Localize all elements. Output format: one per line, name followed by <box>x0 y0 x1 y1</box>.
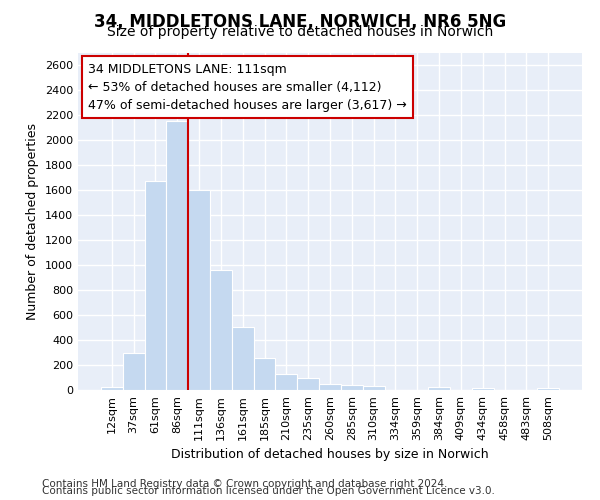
Text: Contains public sector information licensed under the Open Government Licence v3: Contains public sector information licen… <box>42 486 495 496</box>
Bar <box>232 327 254 390</box>
Bar <box>297 378 319 390</box>
Text: 34 MIDDLETONS LANE: 111sqm
← 53% of detached houses are smaller (4,112)
47% of s: 34 MIDDLETONS LANE: 111sqm ← 53% of deta… <box>88 62 407 112</box>
Bar <box>341 385 363 390</box>
Bar <box>275 374 297 390</box>
Bar <box>101 387 123 390</box>
Text: Contains HM Land Registry data © Crown copyright and database right 2024.: Contains HM Land Registry data © Crown c… <box>42 479 448 489</box>
Bar <box>319 384 341 390</box>
Bar <box>472 388 494 390</box>
Bar <box>254 358 275 390</box>
Text: 34, MIDDLETONS LANE, NORWICH, NR6 5NG: 34, MIDDLETONS LANE, NORWICH, NR6 5NG <box>94 12 506 30</box>
X-axis label: Distribution of detached houses by size in Norwich: Distribution of detached houses by size … <box>171 448 489 461</box>
Text: Size of property relative to detached houses in Norwich: Size of property relative to detached ho… <box>107 25 493 39</box>
Y-axis label: Number of detached properties: Number of detached properties <box>26 122 40 320</box>
Bar <box>145 181 166 390</box>
Bar <box>210 270 232 390</box>
Bar <box>537 388 559 390</box>
Bar <box>363 386 385 390</box>
Bar <box>188 190 210 390</box>
Bar <box>166 121 188 390</box>
Bar <box>123 352 145 390</box>
Bar <box>428 387 450 390</box>
